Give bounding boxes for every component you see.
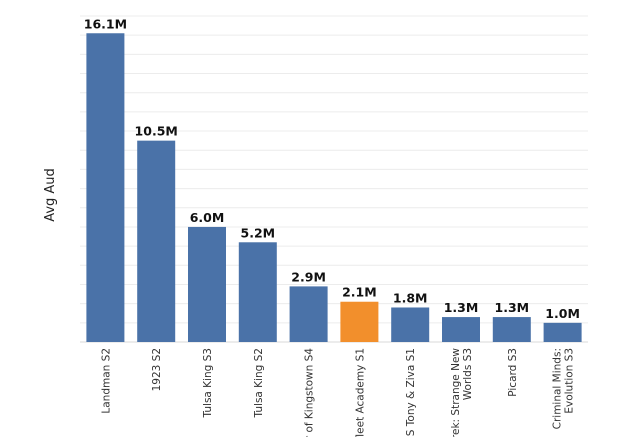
value-label: 16.1M — [84, 16, 127, 31]
value-label: 5.2M — [241, 225, 276, 240]
value-label: 1.8M — [393, 290, 428, 305]
category-label: Criminal Minds: Evolution S3 — [552, 348, 576, 429]
category-label: Tulsa King S3 — [202, 348, 214, 418]
bar — [86, 33, 125, 343]
category-label: Tulsa King S2 — [253, 348, 265, 418]
bar — [238, 242, 277, 342]
value-label: 2.9M — [291, 269, 326, 284]
value-label: 6.0M — [190, 210, 225, 225]
category-label: Trek: Strange New Worlds S3 — [450, 348, 474, 437]
bar — [442, 317, 480, 342]
category-label: CIS Tony & Ziva S1 — [405, 348, 417, 437]
bars — [86, 33, 582, 343]
bar — [340, 301, 379, 342]
category-label-line: CIS Tony & Ziva S1 — [405, 348, 417, 437]
y-axis-label: Avg Aud — [43, 168, 58, 222]
value-labels: 16.1M 10.5M 6.0M 5.2M 2.9M 2.1M 1.8M 1.3M 1.3M 1.… — [84, 16, 580, 321]
category-label-line: Tulsa King S2 — [253, 348, 265, 418]
category-label: Picard S3 — [507, 348, 519, 397]
category-label: Landman S2 — [100, 348, 112, 414]
value-label: 2.1M — [342, 285, 377, 300]
bar — [137, 140, 176, 342]
category-label: 1923 S2 — [151, 348, 163, 391]
category-label-line: 1923 S2 — [151, 348, 163, 391]
category-label-line: Trek: Strange New — [450, 348, 462, 437]
bar — [289, 286, 328, 342]
category-label-line: rfleet Academy S1 — [354, 348, 366, 437]
category-label-line: Evolution S3 — [564, 348, 576, 414]
category-labels: Landman S2 1923 S2 Tulsa King S3 Tulsa King… — [100, 348, 575, 437]
category-label-line: Landman S2 — [100, 348, 112, 414]
bar — [391, 307, 430, 342]
category-label: r of Kingstown S4 — [304, 348, 316, 437]
category-label-line: r of Kingstown S4 — [304, 348, 316, 437]
bar — [188, 226, 226, 342]
category-label-line: Picard S3 — [507, 348, 519, 397]
value-label: 1.3M — [444, 300, 479, 315]
bar — [492, 317, 531, 342]
bar — [543, 322, 582, 342]
value-label: 1.0M — [545, 306, 580, 321]
value-label: 10.5M — [135, 124, 178, 139]
category-label-line: Criminal Minds: — [552, 348, 564, 429]
value-label: 1.3M — [495, 300, 530, 315]
category-label-line: Tulsa King S3 — [202, 348, 214, 418]
category-label-line: Worlds S3 — [462, 348, 474, 400]
category-label: rfleet Academy S1 — [354, 348, 366, 437]
